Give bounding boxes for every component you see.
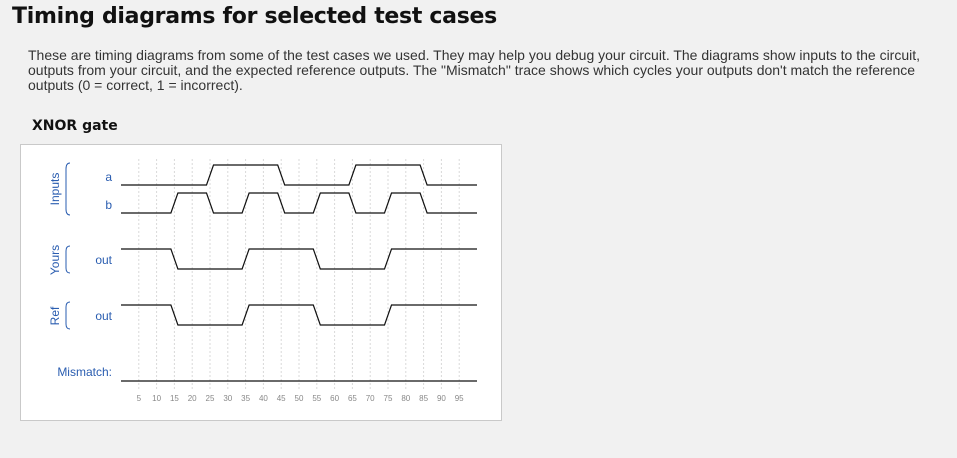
time-tick-label: 55 — [312, 394, 321, 403]
waveform-inputs-b — [121, 192, 477, 214]
time-tick-label: 60 — [330, 394, 339, 403]
time-tick-label: 50 — [295, 394, 304, 403]
time-tick-label: 45 — [277, 394, 286, 403]
signal-label-b: b — [105, 198, 112, 212]
page-title: Timing diagrams for selected test cases — [12, 4, 497, 29]
time-tick-label: 90 — [437, 394, 446, 403]
group-bracket-yours — [65, 245, 71, 274]
waveform-traces — [121, 164, 477, 382]
timing-diagram-panel: Inputs Yours Ref a b out out Mismatch: 5… — [20, 144, 502, 421]
group-label-inputs: Inputs — [48, 173, 62, 206]
time-axis: 5 10 15 20 25 30 35 40 45 50 55 60 65 70 75 80 85 90 95 — [137, 394, 465, 403]
time-tick-label: 80 — [401, 394, 410, 403]
time-tick-label: 65 — [348, 394, 357, 403]
time-tick-label: 70 — [366, 394, 375, 403]
time-tick-label: 20 — [188, 394, 197, 403]
waveform-inputs-a — [121, 164, 477, 186]
time-tick-label: 5 — [137, 394, 142, 403]
time-tick-label: 95 — [455, 394, 464, 403]
timing-diagram: Inputs Yours Ref a b out out Mismatch: 5… — [48, 159, 477, 403]
group-bracket-ref — [65, 301, 71, 330]
time-tick-label: 30 — [223, 394, 232, 403]
waveform-yours-out — [121, 248, 477, 270]
group-label-yours: Yours — [48, 245, 62, 275]
group-label-ref: Ref — [48, 306, 62, 325]
time-tick-label: 85 — [419, 394, 428, 403]
time-tick-label: 40 — [259, 394, 268, 403]
time-tick-label: 25 — [206, 394, 215, 403]
time-tick-label: 75 — [384, 394, 393, 403]
waveform-ref-out — [121, 304, 477, 326]
signal-label-a: a — [105, 170, 112, 184]
time-tick-label: 35 — [241, 394, 250, 403]
section-title: XNOR gate — [32, 118, 118, 134]
intro-text: These are timing diagrams from some of t… — [28, 47, 921, 93]
time-tick-label: 10 — [152, 394, 161, 403]
signal-label-yours-out: out — [95, 253, 112, 267]
group-bracket-inputs — [65, 162, 71, 216]
signal-label-ref-out: out — [95, 309, 112, 323]
time-tick-label: 15 — [170, 394, 179, 403]
signal-label-mismatch: Mismatch: — [57, 365, 112, 379]
